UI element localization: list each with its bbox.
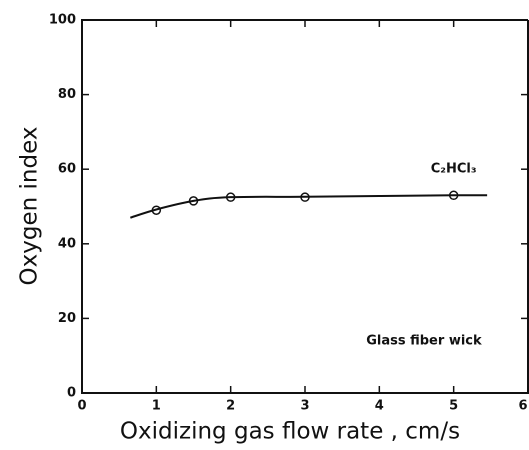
annotation: C₂HCl₃: [431, 162, 477, 177]
x-tick-label: 0: [77, 399, 86, 414]
y-tick-label: 100: [49, 13, 76, 28]
x-tick-label: 4: [375, 399, 384, 414]
x-tick-label: 5: [449, 399, 458, 414]
y-axis-title: Oxygen index: [17, 127, 43, 286]
annotation: Glass fiber wick: [366, 333, 482, 348]
y-tick-label: 60: [58, 162, 76, 177]
curve: [130, 194, 488, 219]
x-tick-label: 3: [300, 399, 309, 414]
x-tick-label: 2: [226, 399, 235, 414]
x-tick-label: 6: [518, 399, 527, 414]
x-tick-label: 1: [152, 399, 161, 414]
y-tick-label: 20: [58, 311, 76, 326]
y-tick-label: 80: [58, 87, 76, 102]
y-tick-label: 40: [58, 236, 76, 251]
y-tick-label: 0: [67, 386, 76, 401]
x-axis-title: Oxidizing gas flow rate , cm/s: [120, 419, 460, 445]
